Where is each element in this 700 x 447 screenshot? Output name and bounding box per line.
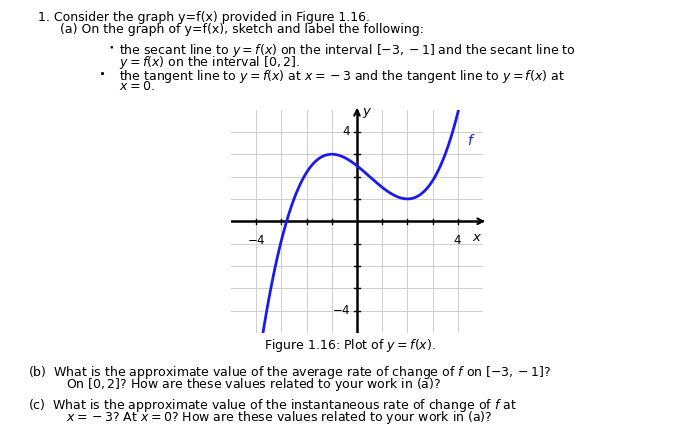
Text: $\bullet$: $\bullet$ (108, 42, 115, 51)
Text: the tangent line to $y = f(x)$ at $x = -3$ and the tangent line to $y = f(x)$ at: the tangent line to $y = f(x)$ at $x = -… (119, 68, 565, 85)
Text: $-4$: $-4$ (247, 233, 265, 247)
Text: (a) On the graph of y=f(x), sketch and label the following:: (a) On the graph of y=f(x), sketch and l… (60, 23, 424, 36)
Text: Figure 1.16: Plot of $y = f(x)$.: Figure 1.16: Plot of $y = f(x)$. (264, 337, 436, 354)
Text: (b)  What is the approximate value of the average rate of change of $f$ on $[-3,: (b) What is the approximate value of the… (28, 364, 551, 381)
Text: $y$: $y$ (361, 106, 372, 120)
Text: $x$: $x$ (472, 232, 482, 245)
Text: $-4$: $-4$ (332, 304, 351, 317)
Text: $f$: $f$ (467, 133, 475, 148)
Text: $y = f(x)$ on the interval $[0,2]$.: $y = f(x)$ on the interval $[0,2]$. (119, 54, 300, 71)
Text: $x = -3$? At $x = 0$? How are these values related to your work in (a)?: $x = -3$? At $x = 0$? How are these valu… (66, 409, 492, 426)
Text: 1. Consider the graph y=f(x) provided in Figure 1.16.: 1. Consider the graph y=f(x) provided in… (38, 11, 370, 24)
Text: (c)  What is the approximate value of the instantaneous rate of change of $f$ at: (c) What is the approximate value of the… (28, 397, 517, 414)
Text: the secant line to $y = f(x)$ on the interval $[-3,-1]$ and the secant line to: the secant line to $y = f(x)$ on the int… (119, 42, 576, 59)
Text: $4$: $4$ (454, 233, 462, 247)
Text: On $[0,2]$? How are these values related to your work in (a)?: On $[0,2]$? How are these values related… (66, 376, 441, 393)
Text: $x = 0$.: $x = 0$. (119, 80, 155, 93)
Text: $4$: $4$ (342, 125, 351, 139)
Text: $\bullet$: $\bullet$ (98, 68, 105, 78)
